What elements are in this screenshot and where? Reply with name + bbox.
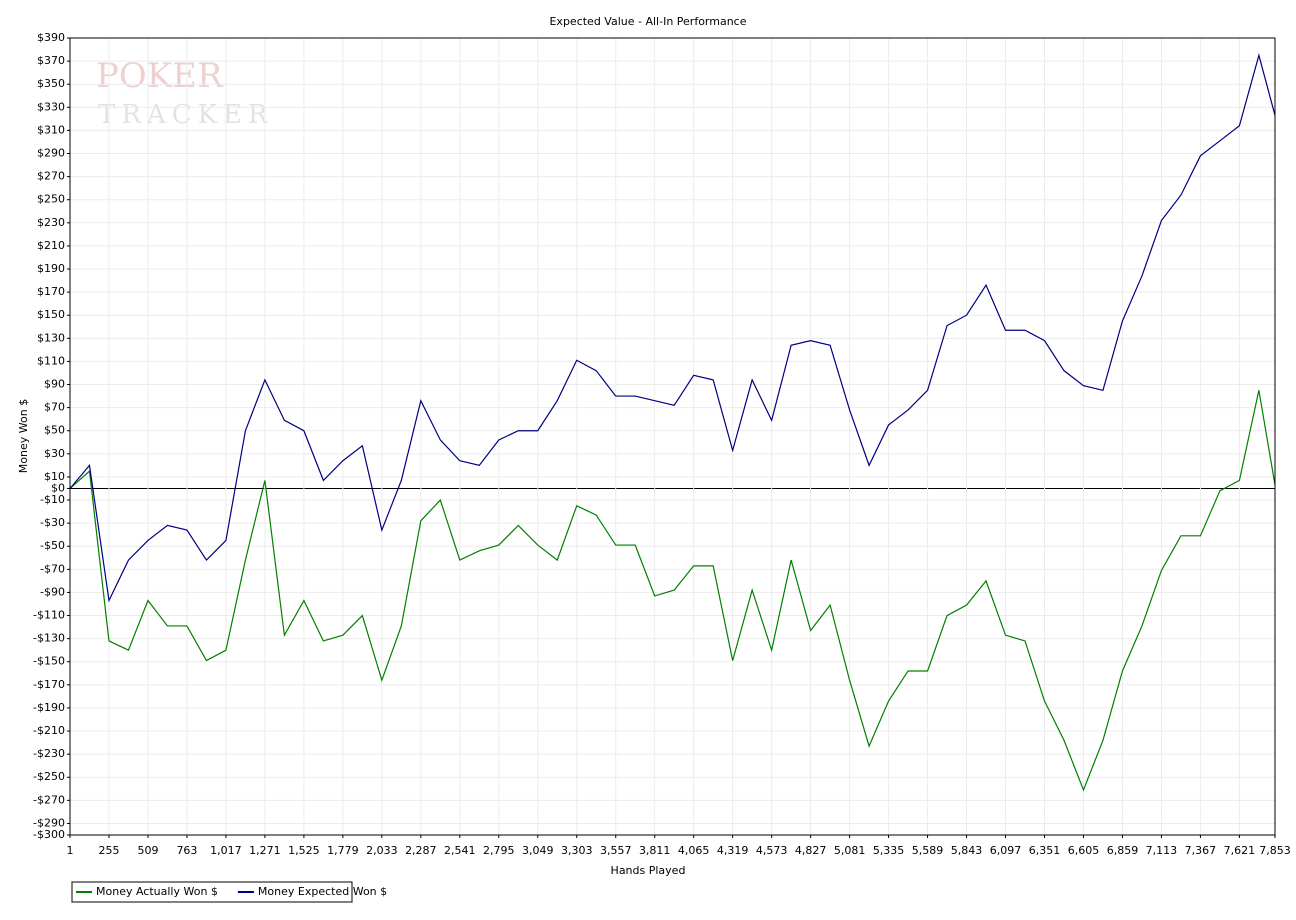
plot-frame xyxy=(69,37,1276,836)
y-tick-label: $0 xyxy=(51,481,65,494)
y-tick-label: $330 xyxy=(37,100,65,113)
y-tick-label: -$70 xyxy=(40,562,65,575)
x-tick-label: 5,335 xyxy=(873,844,905,857)
y-tick-label: $50 xyxy=(44,424,65,437)
x-tick-label: 6,097 xyxy=(990,844,1022,857)
y-tick-label: -$150 xyxy=(33,655,65,668)
x-tick-label: 2,795 xyxy=(483,844,515,857)
y-tick-label: -$30 xyxy=(40,516,65,529)
x-tick-label: 1,525 xyxy=(288,844,320,857)
y-tick-label: $110 xyxy=(37,354,65,367)
x-axis-label: Hands Played xyxy=(611,864,686,877)
x-tick-label: 509 xyxy=(137,844,158,857)
y-tick-label: -$110 xyxy=(33,609,65,622)
y-tick-label: -$10 xyxy=(40,493,65,506)
x-tick-label: 7,113 xyxy=(1146,844,1178,857)
x-tick-label: 3,049 xyxy=(522,844,554,857)
x-tick-label: 1,271 xyxy=(249,844,281,857)
y-tick-label: $130 xyxy=(37,331,65,344)
y-tick-label: -$130 xyxy=(33,632,65,645)
y-tick-label: $370 xyxy=(37,54,65,67)
x-tick-label: 6,351 xyxy=(1029,844,1061,857)
x-tick-label: 4,827 xyxy=(795,844,827,857)
x-tick-label: 763 xyxy=(176,844,197,857)
x-tick-label: 6,605 xyxy=(1068,844,1100,857)
y-tick-label: $70 xyxy=(44,401,65,414)
y-tick-label: -$250 xyxy=(33,770,65,783)
y-tick-label: $250 xyxy=(37,193,65,206)
plot-lines xyxy=(69,53,1276,792)
y-tick-label: -$270 xyxy=(33,793,65,806)
x-tick-label: 1,017 xyxy=(210,844,242,857)
legend: Money Actually Won $ Money Expected Won $ xyxy=(76,885,387,898)
x-tick-label: 6,859 xyxy=(1107,844,1139,857)
y-tick-label: $210 xyxy=(37,239,65,252)
grid: $390 $370 $350 $330 $310 $290 $270 $250 $230 $210… xyxy=(33,31,1291,857)
watermark-text: POKER xyxy=(96,56,224,96)
y-tick-label: -$290 xyxy=(33,816,65,829)
x-tick-label: 5,081 xyxy=(834,844,866,857)
chart-title: Expected Value - All-In Performance xyxy=(549,15,746,28)
legend-label: Money Actually Won $ xyxy=(96,885,218,898)
x-tick-label: 3,303 xyxy=(561,844,593,857)
x-tick-label: 1 xyxy=(67,844,74,857)
y-tick-label: -$230 xyxy=(33,747,65,760)
x-tick-label: 3,811 xyxy=(639,844,671,857)
x-tick-label: 4,573 xyxy=(756,844,788,857)
series-line xyxy=(69,390,1276,792)
y-tick-label: $10 xyxy=(44,470,65,483)
y-tick-label: $150 xyxy=(37,308,65,321)
x-tick-label: 4,065 xyxy=(678,844,710,857)
x-tick-label: 2,287 xyxy=(405,844,437,857)
y-tick-label: -$50 xyxy=(40,539,65,552)
x-tick-label: 255 xyxy=(98,844,119,857)
x-tick-label: 2,033 xyxy=(366,844,398,857)
y-tick-label: -$190 xyxy=(33,701,65,714)
y-tick-label: -$170 xyxy=(33,678,65,691)
y-tick-label: $30 xyxy=(44,447,65,460)
y-tick-label: -$90 xyxy=(40,585,65,598)
x-tick-label: 2,541 xyxy=(444,844,476,857)
y-tick-label: $230 xyxy=(37,216,65,229)
y-tick-label: $290 xyxy=(37,147,65,160)
legend-box xyxy=(71,881,353,903)
y-tick-label: $190 xyxy=(37,262,65,275)
series-line xyxy=(69,53,1276,603)
watermark-text: TRACKER xyxy=(98,100,274,130)
y-tick-label: $350 xyxy=(37,77,65,90)
y-tick-label: $390 xyxy=(37,31,65,44)
y-tick-label: -$210 xyxy=(33,724,65,737)
x-tick-label: 4,319 xyxy=(717,844,749,857)
y-tick-label: $170 xyxy=(37,285,65,298)
y-axis-label: Money Won $ xyxy=(17,399,30,473)
x-tick-label: 7,367 xyxy=(1185,844,1217,857)
x-tick-label: 1,779 xyxy=(327,844,359,857)
x-tick-label: 5,589 xyxy=(912,844,944,857)
y-tick-label: $270 xyxy=(37,170,65,183)
watermark: POKER TRACKER xyxy=(96,56,274,130)
x-tick-label: 3,557 xyxy=(600,844,632,857)
x-tick-label: 7,621 xyxy=(1224,844,1256,857)
y-tick-label: $90 xyxy=(44,378,65,391)
x-tick-label: 7,853 xyxy=(1259,844,1291,857)
y-tick-label: $310 xyxy=(37,123,65,136)
legend-label: Money Expected Won $ xyxy=(258,885,387,898)
x-tick-label: 5,843 xyxy=(951,844,983,857)
y-tick-label: -$300 xyxy=(33,828,65,841)
